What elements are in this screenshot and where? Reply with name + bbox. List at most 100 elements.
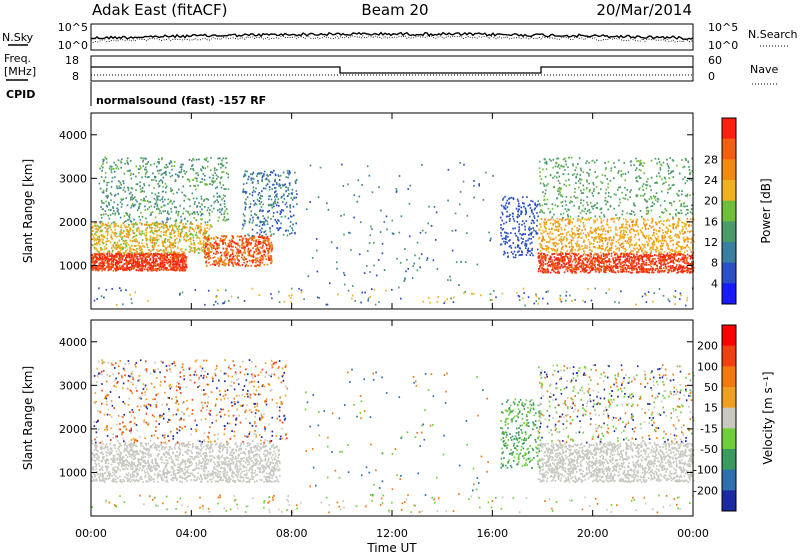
power-echo: [275, 174, 277, 176]
power-echo: [135, 240, 137, 242]
power-echo: [167, 203, 169, 205]
power-echo: [257, 245, 259, 247]
power-echo: [658, 250, 660, 252]
power-echo: [111, 259, 113, 261]
power-echo: [222, 243, 224, 245]
power-echo: [144, 261, 146, 263]
power-echo: [122, 265, 124, 267]
power-echo: [141, 261, 143, 263]
power-echo: [278, 198, 280, 200]
power-echo: [648, 235, 650, 237]
power-echo: [195, 185, 197, 187]
power-echo: [584, 245, 586, 247]
power-echo: [218, 243, 220, 245]
power-echo: [680, 267, 682, 269]
power-echo: [157, 227, 159, 229]
power-echo: [225, 167, 227, 169]
power-echo: [223, 171, 225, 173]
power-echo: [171, 230, 173, 232]
power-echo: [261, 231, 263, 233]
power-echo: [296, 203, 298, 205]
power-echo: [199, 225, 201, 227]
power-echo: [144, 206, 146, 208]
power-echo: [190, 241, 192, 243]
power-echo: [531, 252, 533, 254]
power-echo: [166, 186, 168, 188]
nave-tick-top: 60: [708, 54, 722, 67]
power-echo: [185, 240, 187, 242]
power-echo: [107, 238, 109, 240]
power-echo: [172, 203, 174, 205]
power-echo: [672, 244, 674, 246]
power-echo: [129, 227, 131, 229]
power-echo: [583, 266, 585, 268]
power-echo: [121, 254, 123, 256]
power-echo: [602, 258, 604, 260]
nsky-label: N.Sky: [2, 31, 34, 44]
power-echo: [170, 263, 172, 265]
power-echo: [148, 176, 150, 178]
power-echo: [256, 250, 258, 252]
power-echo: [131, 196, 133, 198]
power-echo: [659, 268, 661, 270]
power-echo: [150, 212, 152, 214]
power-echo: [651, 263, 653, 265]
power-echo: [597, 260, 599, 262]
power-echo: [108, 250, 110, 252]
power-echo: [501, 212, 503, 214]
power-echo: [506, 202, 508, 204]
power-echo: [596, 219, 598, 221]
power-echo: [130, 240, 132, 242]
power-echo: [174, 225, 176, 227]
power-echo: [636, 247, 638, 249]
power-echo: [244, 223, 246, 225]
power-echo: [215, 248, 217, 250]
power-echo: [194, 201, 196, 203]
power-echo: [589, 249, 591, 251]
power-echo: [267, 211, 269, 213]
power-echo: [137, 263, 139, 265]
power-echo: [161, 157, 163, 159]
power-echo: [178, 255, 180, 257]
power-echo: [245, 199, 247, 201]
power-echo: [518, 208, 520, 210]
power-echo: [244, 252, 246, 254]
power-echo: [570, 264, 572, 266]
power-echo: [247, 255, 249, 257]
power-echo: [197, 205, 199, 207]
power-echo: [152, 173, 154, 175]
power-echo: [152, 256, 154, 258]
power-echo: [216, 252, 218, 254]
power-echo: [540, 259, 542, 261]
power-echo: [237, 244, 239, 246]
power-echo: [623, 264, 625, 266]
power-echo: [105, 260, 107, 262]
power-echo: [604, 250, 606, 252]
power-echo: [643, 262, 645, 264]
power-echo: [115, 225, 117, 227]
power-echo: [629, 241, 631, 243]
power-echo: [289, 184, 291, 186]
power-echo: [689, 231, 691, 233]
power-echo: [255, 243, 257, 245]
power-echo: [631, 272, 633, 274]
power-echo: [514, 233, 516, 235]
power-echo: [154, 269, 156, 271]
power-echo: [615, 245, 617, 247]
power-echo: [145, 235, 147, 237]
power-echo: [647, 245, 649, 247]
power-echo: [134, 259, 136, 261]
power-echo: [200, 223, 202, 225]
power-echo: [676, 247, 678, 249]
power-echo: [140, 249, 142, 251]
power-echo: [175, 220, 177, 222]
power-echo: [112, 177, 114, 179]
power-echo: [531, 242, 533, 244]
power-echo: [560, 227, 562, 229]
power-echo: [633, 254, 635, 256]
power-echo: [607, 261, 609, 263]
power-echo: [183, 208, 185, 210]
power-echo: [193, 159, 195, 161]
power-echo: [519, 233, 521, 235]
